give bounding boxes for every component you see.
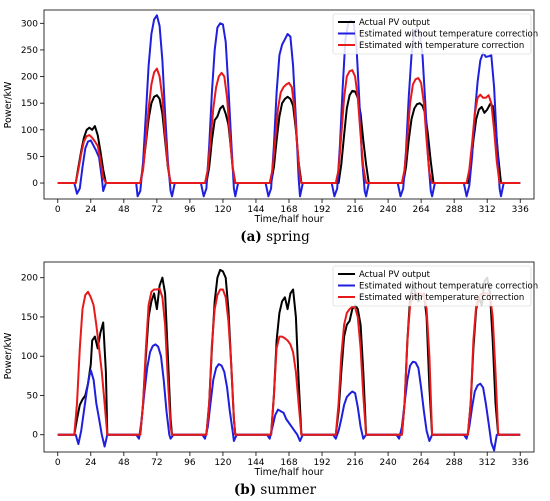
- series-line-with: [57, 67, 521, 184]
- x-tick-label: 144: [247, 458, 264, 468]
- y-tick-label: 100: [21, 352, 38, 362]
- x-axis-label: Time/half hour: [253, 467, 323, 478]
- x-tick-label: 120: [214, 205, 231, 215]
- x-tick-label: 240: [380, 458, 397, 468]
- y-tick-label: 100: [21, 126, 38, 136]
- panel-caption: (a) spring: [240, 229, 310, 245]
- caption-label: (a): [240, 229, 262, 245]
- x-tick-label: 336: [512, 205, 529, 215]
- x-tick-label: 312: [479, 458, 496, 468]
- legend-label: Estimated with temperature correction: [359, 41, 524, 51]
- x-tick-label: 216: [346, 205, 363, 215]
- x-tick-label: 192: [313, 458, 330, 468]
- chart-panel-spring: 0 50 100 150 200 250 300 0 24 48 72 96 120 144 168 192…: [3, 9, 538, 245]
- x-tick-label: 312: [479, 205, 496, 215]
- y-ticks: 0 50 100 150 200: [21, 274, 44, 441]
- series-lines: [57, 268, 521, 452]
- x-tick-label: 264: [413, 205, 430, 215]
- x-axis-label: Time/half hour: [253, 214, 323, 225]
- x-tick-label: 24: [85, 458, 97, 468]
- x-ticks: 0 24 48 72 96 120 144 168 192 216 240 264 288 312 336: [55, 199, 529, 215]
- x-tick-label: 96: [184, 458, 196, 468]
- y-tick-label: 50: [27, 391, 39, 401]
- legend-box: [332, 13, 532, 55]
- x-tick-label: 264: [413, 458, 430, 468]
- x-tick-label: 72: [151, 205, 162, 215]
- x-tick-label: 0: [55, 458, 61, 468]
- x-tick-label: 336: [512, 458, 529, 468]
- legend-label: Estimated without temperature correction: [359, 30, 538, 40]
- x-tick-label: 288: [446, 205, 463, 215]
- x-ticks: 0 24 48 72 96 120 144 168 192 216 240 264 288 312 336: [55, 452, 529, 468]
- legend-box: [332, 265, 532, 307]
- legend-label: Estimated without temperature correction: [359, 282, 538, 292]
- x-tick-label: 48: [118, 458, 130, 468]
- legend-label: Actual PV output: [359, 18, 431, 28]
- y-tick-label: 50: [27, 152, 39, 162]
- y-tick-label: 0: [32, 431, 38, 441]
- y-tick-label: 300: [21, 19, 38, 29]
- x-tick-label: 192: [313, 205, 330, 215]
- y-ticks: 0 50 100 150 200 250 300: [21, 19, 44, 189]
- y-tick-label: 150: [21, 99, 38, 109]
- x-tick-label: 288: [446, 458, 463, 468]
- x-tick-label: 0: [55, 205, 61, 215]
- x-tick-label: 168: [280, 458, 297, 468]
- y-tick-label: 200: [21, 274, 38, 284]
- legend: Actual PV output Estimated without temper…: [332, 13, 538, 55]
- caption-text: spring: [266, 229, 310, 245]
- x-tick-label: 168: [280, 205, 297, 215]
- caption-label: (b): [234, 482, 256, 498]
- y-tick-label: 250: [21, 46, 38, 56]
- series-line-without: [57, 14, 521, 198]
- x-tick-label: 120: [214, 458, 231, 468]
- series-line-with: [57, 287, 521, 436]
- y-tick-label: 0: [32, 179, 38, 189]
- y-tick-label: 150: [21, 313, 38, 323]
- x-tick-label: 24: [85, 205, 97, 215]
- x-tick-label: 144: [247, 205, 264, 215]
- legend: Actual PV output Estimated without temper…: [332, 265, 538, 307]
- chart-panel-summer: 0 50 100 150 200 0 24 48 72 96 120 144 168 192 216 240…: [3, 261, 538, 498]
- panel-caption: (b) summer: [234, 482, 317, 498]
- x-tick-label: 216: [346, 458, 363, 468]
- y-axis-label: Power/kW: [3, 332, 14, 379]
- legend-label: Actual PV output: [359, 270, 431, 280]
- x-tick-label: 48: [118, 205, 130, 215]
- x-tick-label: 72: [151, 458, 162, 468]
- legend-label: Estimated with temperature correction: [359, 293, 524, 303]
- series-lines: [57, 14, 521, 198]
- x-tick-label: 96: [184, 205, 196, 215]
- y-axis-label: Power/kW: [3, 81, 14, 128]
- x-tick-label: 240: [380, 205, 397, 215]
- caption-text: summer: [260, 482, 316, 498]
- y-tick-label: 200: [21, 73, 38, 83]
